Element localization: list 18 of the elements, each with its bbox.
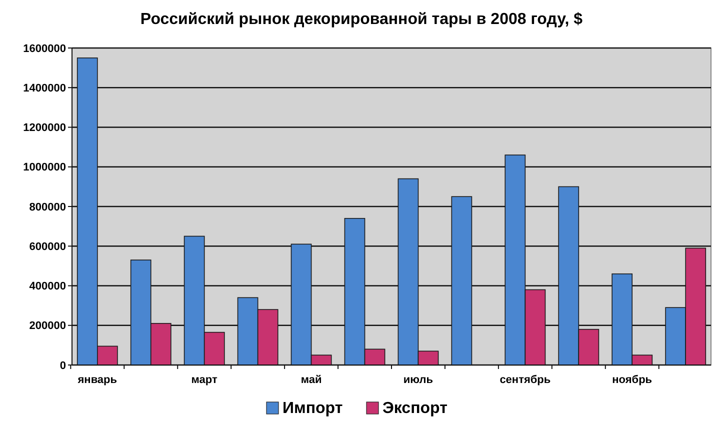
y-tick-label: 400000 — [29, 280, 66, 293]
x-tick-label: сентябрь — [500, 374, 551, 386]
legend-label: Экспорт — [382, 400, 448, 417]
y-tick-label: 1200000 — [23, 122, 66, 134]
x-tick-label: январь — [78, 374, 118, 386]
y-tick-label: 1400000 — [23, 82, 66, 94]
y-tick-label: 200000 — [29, 320, 66, 332]
y-tick-label: 600000 — [29, 240, 66, 253]
y-tick-label: 0 — [60, 360, 66, 372]
chart-title: Российский рынок декорированной тары в 2008 году, $ — [140, 11, 583, 28]
y-tick-label: 1600000 — [23, 42, 66, 55]
legend-label: Импорт — [282, 400, 343, 417]
x-tick-label: ноябрь — [612, 374, 652, 386]
y-tick-label: 1000000 — [23, 162, 66, 174]
y-tick-label: 800000 — [29, 201, 66, 214]
x-tick-label: май — [300, 374, 322, 386]
x-tick-label: март — [191, 374, 218, 386]
x-tick-label: июль — [403, 374, 434, 386]
